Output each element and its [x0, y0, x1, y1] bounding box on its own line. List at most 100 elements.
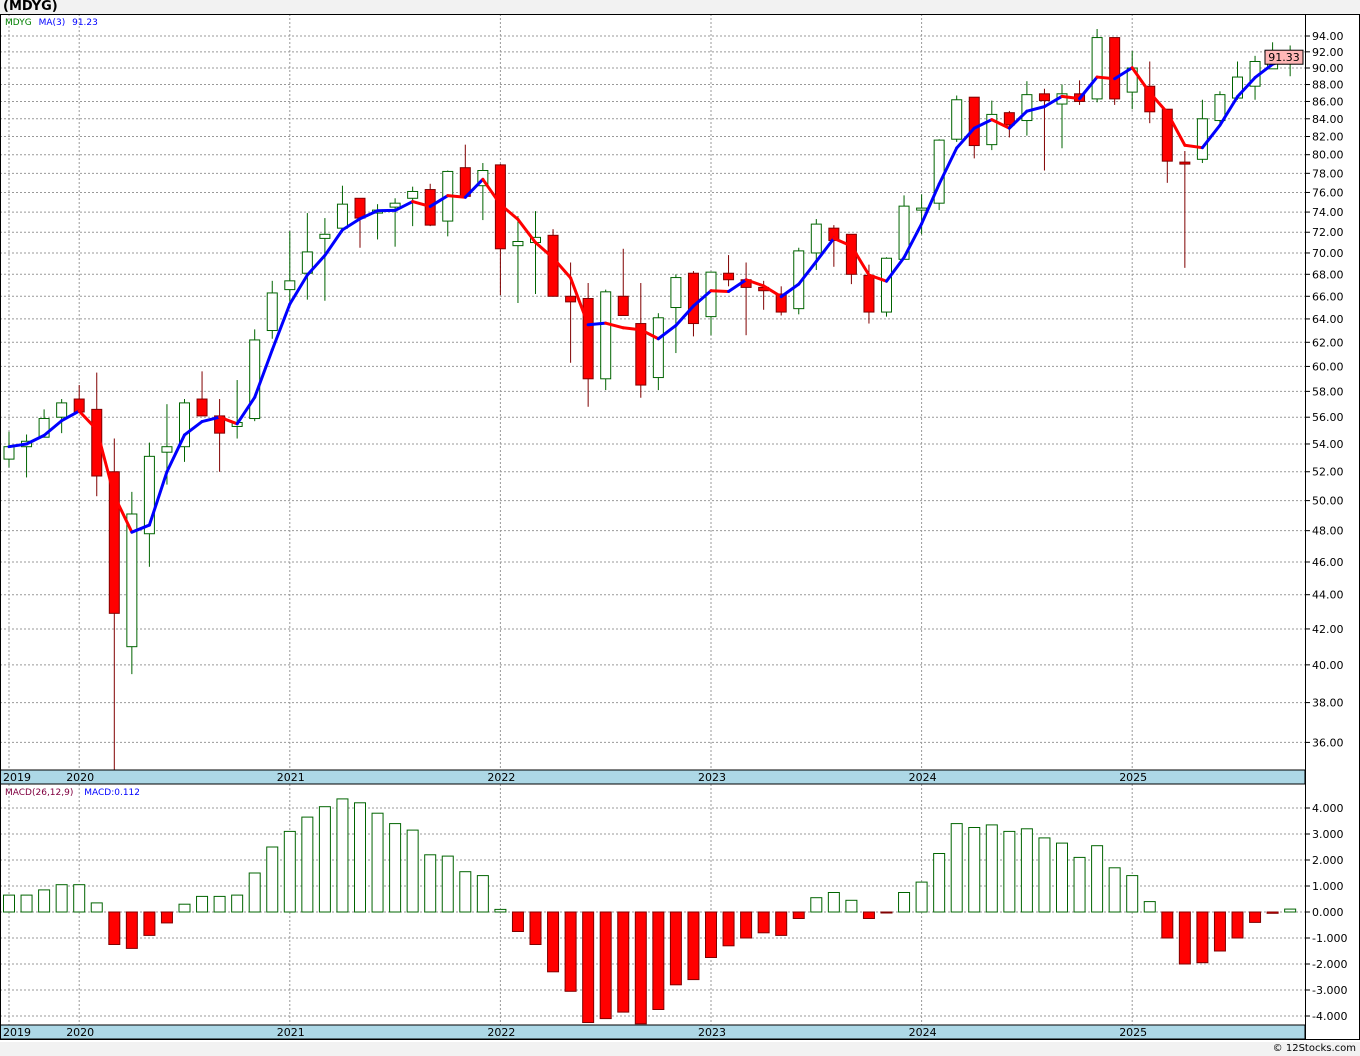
macd-bar — [213, 895, 226, 913]
ma-segment — [183, 420, 204, 437]
macd-bar — [898, 892, 911, 913]
date-axis-band-macd — [0, 1024, 1306, 1040]
price-tick-label: 94.00 — [1312, 30, 1344, 43]
ma-segment — [937, 146, 959, 186]
ma-segment — [955, 126, 976, 150]
candle-body — [38, 418, 50, 438]
ma-segment — [569, 276, 590, 327]
price-tick-label: 78.00 — [1312, 167, 1344, 180]
candle — [1109, 37, 1121, 105]
price-tick-label: 60.00 — [1312, 360, 1344, 373]
price-tick-label: 38.00 — [1312, 697, 1344, 710]
macd-tick-label: 4.000 — [1312, 802, 1344, 815]
ma-segment — [1253, 62, 1275, 80]
macd-bar — [564, 911, 577, 992]
ma-segment — [1113, 66, 1134, 81]
ma-segment — [972, 118, 994, 130]
macd-bar — [336, 798, 349, 913]
macd-bar — [248, 872, 261, 913]
candle — [1003, 110, 1015, 138]
macd-bar — [599, 911, 612, 1020]
ma-segment — [112, 494, 134, 534]
candle — [652, 313, 664, 391]
ma-segment — [639, 328, 660, 341]
price-tick-label: 76.00 — [1312, 186, 1344, 199]
price-tick-label: 36.00 — [1312, 736, 1344, 749]
candle-body — [354, 197, 366, 219]
macd-bar — [1143, 901, 1156, 913]
ma-segment — [990, 118, 1011, 130]
price-tick-label: 64.00 — [1312, 313, 1344, 326]
macd-tick-label: -1.000 — [1312, 932, 1347, 945]
candle-body — [547, 234, 559, 297]
macd-bar — [511, 911, 524, 932]
ma-segment — [797, 259, 818, 286]
ma-segment — [656, 323, 678, 341]
ma-segment — [1130, 66, 1152, 95]
macd-bar — [687, 911, 700, 981]
ma-segment — [411, 200, 432, 208]
candle-body — [266, 292, 278, 332]
ma-segment — [428, 194, 450, 208]
macd-bar — [3, 894, 15, 913]
year-label: 2025 — [1119, 1026, 1147, 1039]
macd-bar — [1178, 911, 1191, 965]
candlestick-series — [3, 28, 1296, 770]
macd-bar — [985, 824, 998, 913]
ma-segment — [1095, 75, 1117, 81]
year-label: 2021 — [277, 1026, 305, 1039]
macd-axis: 4.000 3.000 2.000 1.000 0.000 -1.000 -2.000 -3.… — [1305, 802, 1347, 1023]
candle-body — [1109, 37, 1121, 100]
macd-bar — [196, 895, 209, 913]
candle-body — [635, 323, 647, 386]
macd-bar — [582, 911, 595, 1023]
candle-body — [1179, 161, 1191, 165]
ma-segment — [1042, 94, 1064, 109]
macd-bar — [1091, 845, 1104, 913]
ma-segment — [270, 302, 292, 352]
macd-legend-label: MACD(26,12,9) — [5, 788, 73, 798]
macd-bar — [283, 830, 296, 913]
price-tick-label: 84.00 — [1312, 113, 1344, 126]
ma-segment — [305, 253, 327, 277]
macd-bar — [1126, 875, 1139, 913]
candle-body — [1091, 37, 1103, 100]
ma-segment — [1078, 75, 1099, 101]
ma-segment — [586, 321, 608, 327]
ma-segment — [323, 228, 344, 257]
candle-body — [863, 274, 875, 313]
candle — [1161, 108, 1173, 183]
price-tick-label: 52.00 — [1312, 466, 1344, 479]
date-axis-band-main — [0, 769, 1306, 785]
candle-body — [951, 99, 963, 140]
ma-segment — [534, 241, 555, 260]
ma-segment — [446, 194, 467, 199]
macd-bar — [1108, 867, 1121, 913]
candle — [582, 283, 594, 407]
candle-body — [582, 298, 594, 380]
candle — [266, 280, 278, 339]
macd-bar — [827, 892, 840, 913]
macd-bar — [792, 911, 805, 919]
candle-body — [3, 446, 15, 460]
macd-bar — [389, 823, 402, 913]
macd-bar — [160, 911, 173, 924]
macd-bar — [371, 812, 384, 913]
candle-body — [775, 293, 787, 313]
candle — [179, 399, 190, 462]
macd-tick-label: 3.000 — [1312, 828, 1344, 841]
macd-bar — [722, 911, 735, 947]
macd-histogram — [3, 798, 1297, 1025]
candle — [249, 329, 261, 422]
legend: MDYG MA(3) 91.23 — [5, 18, 98, 28]
year-label: 2020 — [66, 771, 94, 784]
ma-segment — [77, 409, 99, 432]
ma-segment — [200, 415, 222, 424]
ma-segment — [1236, 76, 1257, 99]
ma-segment — [25, 433, 46, 446]
ma-segment — [130, 523, 151, 534]
last-price-label: 91.33 — [1268, 51, 1300, 64]
ma-segment — [42, 419, 64, 437]
macd-legend-value: MACD:0.112 — [84, 788, 140, 798]
candle-body — [56, 402, 68, 418]
